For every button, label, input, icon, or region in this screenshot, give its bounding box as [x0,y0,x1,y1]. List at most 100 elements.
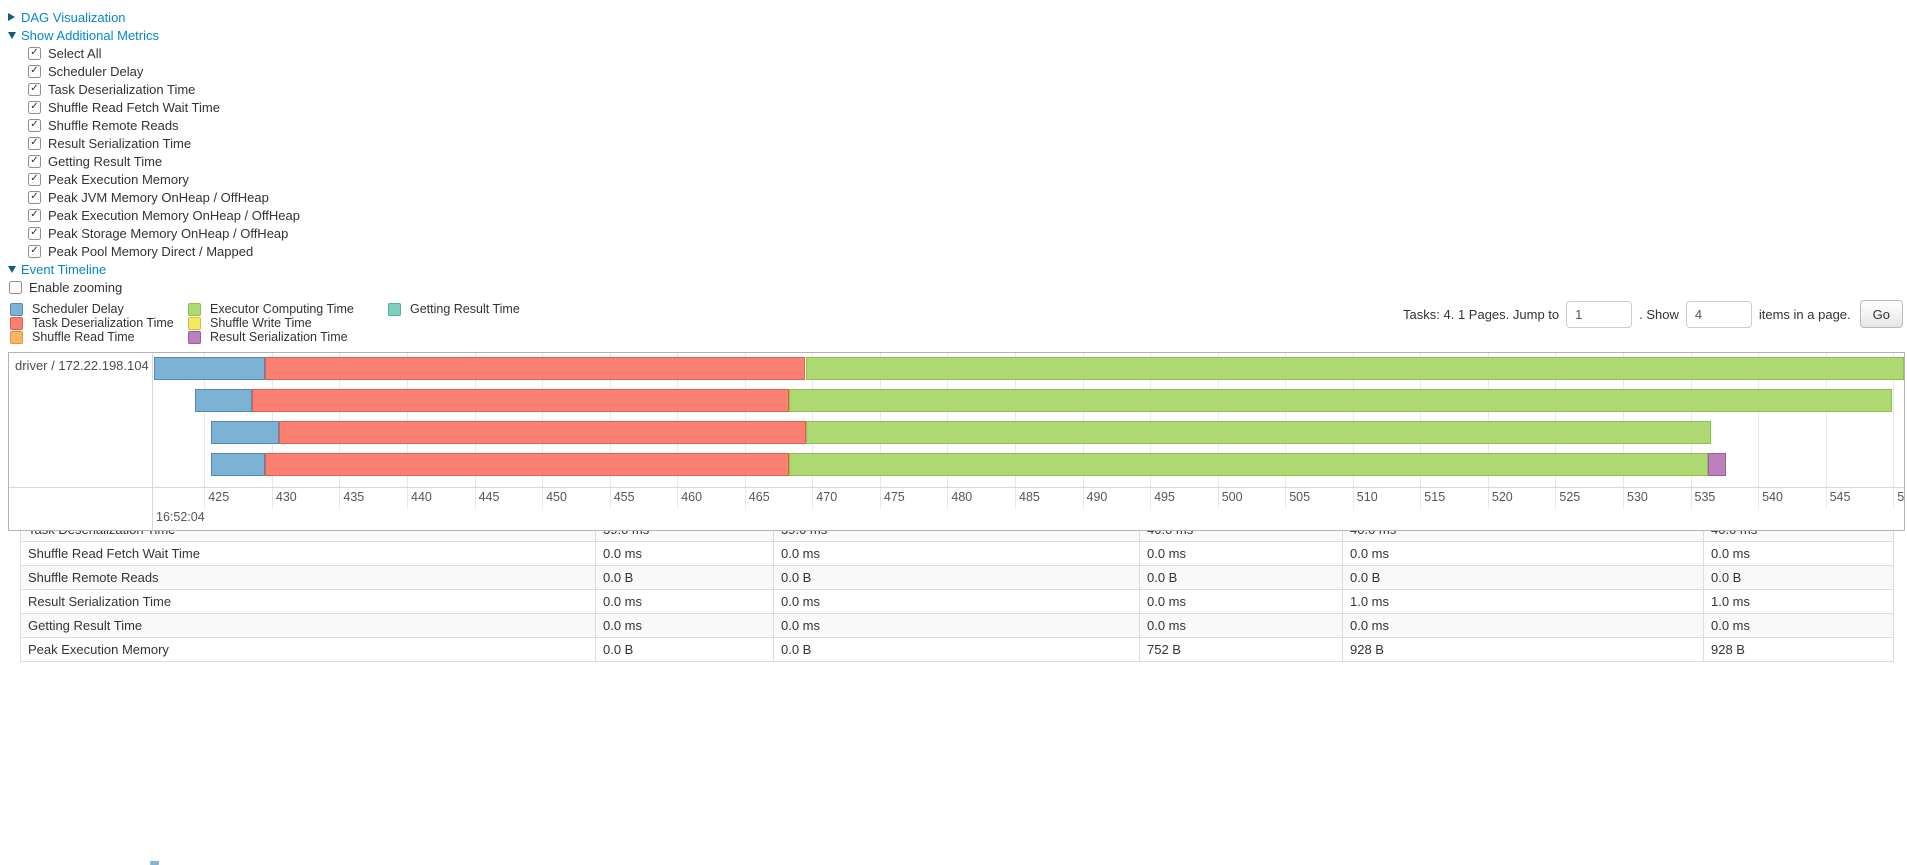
timeline-tick-label: 540 [1762,490,1783,504]
timeline-grid-line [1893,353,1895,509]
timeline-grid-line [204,353,206,509]
metric-checkbox-shuffle-read-fetch-wait-time[interactable]: ✓ [28,100,41,114]
timeline-segment-executor-computing[interactable] [789,453,1709,476]
metric-checkbox-peak-jvm-memory-onheap-offheap[interactable]: ✓ [28,190,41,204]
legend-column: Getting Result Time [388,302,520,316]
table-cell: Result Serialization Time [20,589,596,614]
timeline-tick-label: 475 [883,490,905,504]
table-cell: 928 B [1703,637,1894,662]
timeline-tick-label: 550 [1897,490,1905,504]
metric-checkbox-getting-result-time[interactable]: ✓ [28,154,41,168]
table-cell: 0.0 ms [1342,541,1704,566]
timeline-tick-label: 465 [748,490,770,504]
timeline-segment-executor-computing[interactable] [805,421,1711,444]
metric-checkbox-result-serialization-time[interactable]: ✓ [28,136,41,150]
table-cell: 0.0 ms [1703,613,1894,638]
enable-zooming-checkbox[interactable] [9,280,22,294]
metric-checkbox-peak-pool-memory-direct-mapped[interactable]: ✓ [28,244,41,258]
timeline-tick-label: 500 [1221,490,1243,504]
metric-option-row: ✓ Task Deserialization Time [8,80,1907,98]
metric-checkbox-peak-execution-memory[interactable]: ✓ [28,172,41,186]
legend-item: Scheduler Delay [10,302,174,316]
table-cell: 928 B [1342,637,1704,662]
metric-option-row: ✓ Peak Pool Memory Direct / Mapped [8,242,1907,260]
table-cell: 0.0 ms [773,589,1140,614]
metric-checkbox-select-all[interactable]: ✓ [28,46,41,60]
timeline-tick-label: 535 [1694,490,1716,504]
table-cell: 0.0 B [595,565,774,590]
metric-option-label: Result Serialization Time [48,135,192,151]
stage-detail-panel: DAG Visualization Show Additional Metric… [0,0,1907,296]
timeline-segment-executor-computing[interactable] [789,389,1892,412]
timeline-tick-label: 435 [343,490,365,504]
timeline-segment-result-serialization[interactable] [1708,453,1726,476]
legend-item: Result Serialization Time [188,330,354,344]
dag-visualization-toggle[interactable]: DAG Visualization [8,8,1907,26]
dag-visualization-link[interactable]: DAG Visualization [21,9,126,25]
event-timeline-chart: driver / 172.22.198.104 425 430 435 440 445 4… [8,352,1905,531]
metric-checkbox-shuffle-remote-reads[interactable]: ✓ [28,118,41,132]
table-cell: 0.0 B [773,565,1140,590]
table-cell: 0.0 ms [1703,541,1894,566]
timeline-tick-label: 480 [951,490,973,504]
timeline-tick-label: 545 [1829,490,1851,504]
table-cell: 0.0 B [773,637,1140,662]
legend-item: Shuffle Write Time [188,316,354,330]
table-cell: 0.0 ms [1139,589,1343,614]
table-cell: 0.0 ms [595,541,774,566]
metric-checkbox-task-deserialization-time[interactable]: ✓ [28,82,41,96]
timeline-segment-scheduler-delay[interactable] [154,357,266,380]
timeline-segment-scheduler-delay[interactable] [211,453,266,476]
legend-label: Shuffle Read Time [32,330,135,344]
metric-checkbox-peak-storage-memory-onheap-offheap[interactable]: ✓ [28,226,41,240]
table-cell: 0.0 ms [773,541,1140,566]
legend-swatch-scheduler-delay [10,302,23,316]
timeline-segment-task-deserialization[interactable] [265,453,790,476]
metric-option-row: ✓ Shuffle Read Fetch Wait Time [8,98,1907,116]
timeline-segment-scheduler-delay[interactable] [194,389,252,412]
metric-option-row: ✓ Getting Result Time [8,152,1907,170]
table-cell: Peak Execution Memory [20,637,596,662]
timeline-tick-label: 530 [1627,490,1648,504]
legend-column: Scheduler Delay Task Deserialization Time… [10,302,174,344]
timeline-segment-task-deserialization[interactable] [278,421,806,444]
metric-checkbox-peak-execution-memory-onheap-offheap[interactable]: ✓ [28,208,41,222]
task-pagination: Tasks: 4. 1 Pages. Jump to . Show items … [1403,300,1903,328]
show-additional-metrics-toggle[interactable]: Show Additional Metrics [8,26,1907,44]
metric-option-label: Select All [48,45,102,61]
items-per-page-input[interactable] [1685,300,1752,328]
timeline-tick-label: 505 [1289,490,1311,504]
timeline-segment-task-deserialization[interactable] [251,389,790,412]
legend-item: Task Deserialization Time [10,316,174,330]
timeline-grid-line [1825,353,1827,509]
table-row: Result Serialization Time 0.0 ms 0.0 ms 0.0… [20,589,1894,614]
timeline-legend-and-pager: Scheduler Delay Task Deserialization Time… [0,300,1907,352]
table-cell: 0.0 ms [595,589,774,614]
metric-option-label: Peak Execution Memory OnHeap / OffHeap [48,207,300,223]
timeline-tick-label: 485 [1019,490,1040,504]
event-timeline-link[interactable]: Event Timeline [21,261,107,277]
legend-label: Scheduler Delay [32,302,124,316]
timeline-segment-executor-computing[interactable] [805,357,1904,380]
enable-zooming-label: Enable zooming [29,279,123,295]
timeline-segment-scheduler-delay[interactable] [211,421,279,444]
metric-checkbox-scheduler-delay[interactable]: ✓ [28,64,41,78]
go-button[interactable]: Go [1859,300,1903,328]
table-row: Shuffle Remote Reads 0.0 B 0.0 B 0.0 B 0.0 B… [20,565,1894,590]
table-cell: Getting Result Time [20,613,596,638]
metric-option-row: ✓ Peak Execution Memory OnHeap / OffHeap [8,206,1907,224]
legend-label: Executor Computing Time [210,302,354,316]
axis-divider [9,487,1904,488]
event-timeline-toggle[interactable]: Event Timeline [8,260,1907,278]
metric-option-row: ✓ Peak Execution Memory [8,170,1907,188]
table-cell: Shuffle Read Fetch Wait Time [20,541,596,566]
table-cell: 0.0 ms [1139,613,1343,638]
jump-to-page-input[interactable] [1566,300,1633,328]
metric-option-row: ✓ Select All [8,44,1907,62]
show-additional-metrics-link[interactable]: Show Additional Metrics [21,27,160,43]
timeline-segment-task-deserialization[interactable] [265,357,806,380]
metric-option-label: Task Deserialization Time [48,81,196,97]
timeline-tick-label: 495 [1154,490,1175,504]
legend-label: Getting Result Time [410,302,520,316]
